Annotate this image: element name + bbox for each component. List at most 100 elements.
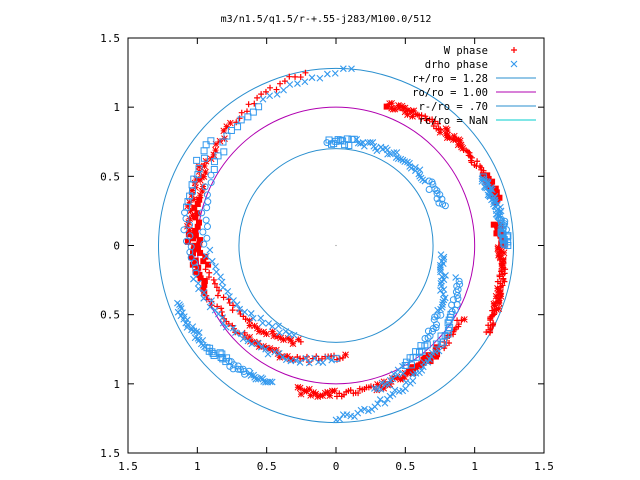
point-marker [230, 361, 238, 369]
point-marker [439, 301, 446, 309]
point-marker [432, 324, 440, 332]
point-marker [214, 292, 221, 299]
point-marker [324, 354, 332, 362]
point-marker [238, 109, 245, 116]
point-marker [210, 165, 218, 173]
point-marker [479, 173, 487, 181]
point-marker [321, 389, 329, 397]
point-marker [223, 123, 231, 131]
point-marker [389, 391, 397, 398]
point-marker [203, 191, 211, 199]
point-marker [200, 294, 208, 302]
point-marker [490, 306, 498, 314]
point-marker [388, 104, 395, 112]
point-marker [215, 287, 222, 294]
point-marker [418, 367, 426, 374]
point-marker [292, 357, 300, 364]
legend-label: ro/ro = 1.00 [412, 87, 488, 99]
point-marker [376, 396, 384, 403]
point-marker [282, 328, 290, 335]
point-marker [297, 390, 305, 398]
point-marker [192, 268, 199, 275]
point-marker [416, 172, 424, 180]
point-marker [474, 158, 481, 165]
point-marker [280, 86, 287, 94]
point-marker [391, 386, 399, 394]
point-marker [238, 330, 245, 338]
point-marker [183, 323, 191, 331]
point-marker [210, 276, 217, 283]
point-marker [326, 392, 334, 399]
legend: W phase drho phase r+/ro = 1.28 ro/ro = 1.0… [412, 45, 536, 127]
point-marker [193, 156, 201, 164]
point-marker [249, 314, 257, 322]
point-marker [180, 226, 188, 234]
point-marker [404, 158, 411, 166]
point-marker [198, 173, 205, 181]
point-marker [440, 255, 447, 263]
point-marker [294, 336, 302, 343]
point-marker [327, 140, 335, 148]
point-marker [186, 227, 193, 234]
point-marker [323, 70, 331, 78]
point-marker [437, 340, 445, 348]
point-marker [386, 100, 394, 107]
point-marker [218, 305, 225, 312]
point-marker [306, 385, 313, 393]
point-marker [394, 366, 402, 374]
point-marker [390, 149, 398, 157]
point-marker [286, 355, 294, 363]
point-marker [409, 369, 416, 376]
point-marker [436, 129, 444, 136]
point-marker [397, 155, 405, 163]
point-marker [239, 335, 247, 343]
point-marker [323, 139, 331, 147]
point-marker [318, 355, 325, 362]
point-marker [402, 379, 410, 386]
point-marker [201, 162, 208, 170]
point-marker [236, 305, 244, 313]
point-marker [195, 245, 202, 252]
point-marker [468, 154, 475, 161]
point-marker [227, 126, 235, 134]
point-marker [461, 316, 468, 323]
point-marker [401, 373, 408, 381]
point-marker [296, 359, 304, 366]
point-marker [380, 378, 388, 386]
point-marker [399, 104, 407, 112]
point-marker [189, 211, 196, 219]
point-marker [422, 113, 429, 120]
point-marker [500, 256, 507, 263]
point-marker [259, 95, 267, 103]
point-marker [490, 221, 497, 228]
point-marker [493, 306, 500, 313]
point-marker [425, 186, 433, 194]
point-marker [494, 244, 502, 251]
point-marker [433, 187, 441, 195]
point-marker [345, 142, 353, 150]
point-marker [218, 278, 226, 286]
point-marker [442, 125, 450, 133]
point-marker [336, 355, 343, 362]
point-marker [187, 207, 195, 215]
point-marker [438, 195, 446, 203]
point-marker [194, 223, 201, 230]
point-marker [196, 271, 203, 278]
point-marker [188, 187, 196, 194]
point-marker [292, 73, 299, 80]
point-marker [277, 334, 285, 342]
point-marker [294, 80, 301, 87]
point-marker [331, 387, 338, 395]
point-marker [200, 147, 208, 155]
point-marker [454, 141, 462, 149]
point-marker [510, 60, 518, 68]
point-marker [393, 373, 401, 381]
point-marker [274, 333, 281, 340]
point-marker [210, 158, 218, 166]
point-marker [385, 381, 393, 389]
point-marker [196, 241, 203, 248]
point-marker [442, 130, 450, 138]
point-marker [223, 132, 231, 140]
point-marker [262, 88, 269, 95]
point-marker [200, 154, 208, 162]
